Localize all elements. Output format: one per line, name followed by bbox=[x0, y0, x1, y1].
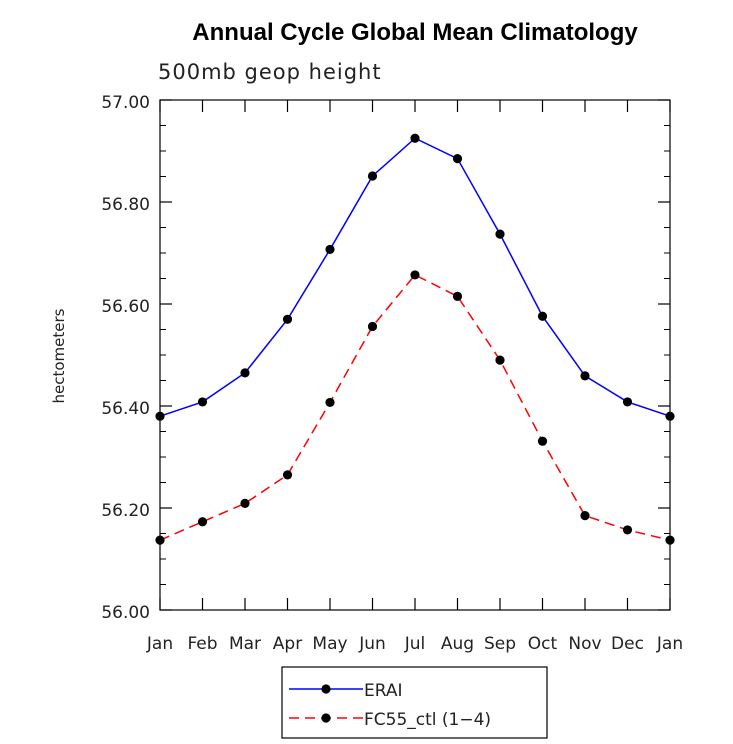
data-point bbox=[367, 171, 378, 181]
x-tick-label: Jun bbox=[358, 634, 386, 654]
data-point bbox=[410, 133, 420, 143]
x-tick-label: Aug bbox=[441, 634, 474, 654]
y-tick-label: 56.80 bbox=[101, 195, 150, 215]
legend-marker bbox=[321, 684, 331, 694]
x-tick-label: Jan bbox=[656, 634, 683, 654]
data-point bbox=[240, 498, 250, 509]
y-axis-label: hectometers bbox=[50, 308, 68, 403]
legend-label: ERAI bbox=[364, 681, 403, 701]
data-point bbox=[282, 314, 293, 324]
data-point bbox=[410, 270, 420, 280]
data-point bbox=[495, 229, 505, 239]
legend-label: FC55_ctl (1−4) bbox=[364, 710, 491, 730]
data-point bbox=[240, 368, 250, 378]
data-point bbox=[155, 411, 165, 421]
axis-ticks bbox=[159, 99, 671, 611]
y-tick-label: 56.20 bbox=[101, 501, 150, 521]
plot-frame bbox=[159, 99, 671, 611]
legend: ERAI FC55_ctl (1−4) bbox=[281, 666, 548, 739]
x-tick-label: Dec bbox=[611, 634, 644, 654]
x-tick-label: Jan bbox=[146, 634, 173, 654]
data-point bbox=[325, 397, 335, 408]
series-layer bbox=[155, 133, 675, 545]
data-point bbox=[537, 436, 548, 446]
x-tick-label: Jul bbox=[404, 634, 426, 654]
y-tick-label: 56.00 bbox=[101, 603, 150, 623]
y-tick-labels: 56.00 56.20 56.40 56.60 56.80 57.00 bbox=[101, 93, 150, 623]
x-tick-label: Oct bbox=[528, 634, 558, 654]
data-point bbox=[622, 525, 633, 535]
chart-subtitle: 500mb geop height bbox=[158, 60, 382, 84]
data-point bbox=[367, 321, 378, 332]
data-point bbox=[580, 371, 590, 381]
data-point bbox=[495, 355, 505, 365]
data-point bbox=[325, 244, 335, 255]
x-tick-label: Apr bbox=[273, 634, 302, 654]
x-tick-label: Sep bbox=[484, 634, 516, 654]
x-tick-label: Feb bbox=[187, 634, 217, 654]
data-point bbox=[155, 535, 165, 545]
legend-marker bbox=[321, 713, 331, 723]
legend-box bbox=[281, 666, 548, 739]
y-tick-label: 57.00 bbox=[101, 93, 150, 113]
data-point bbox=[622, 397, 633, 407]
data-point bbox=[665, 411, 675, 421]
x-tick-labels: Jan Feb Mar Apr May Jun Jul Aug Sep Oct Nov Dec Jan bbox=[146, 634, 683, 654]
data-point bbox=[580, 511, 590, 521]
x-tick-label: Mar bbox=[229, 634, 261, 654]
series-1 bbox=[155, 270, 675, 545]
data-point bbox=[665, 535, 675, 545]
data-point bbox=[282, 470, 293, 480]
x-tick-label: Nov bbox=[568, 634, 601, 654]
data-point bbox=[197, 517, 208, 527]
y-tick-label: 56.60 bbox=[101, 297, 150, 317]
y-tick-label: 56.40 bbox=[101, 399, 150, 419]
data-point bbox=[197, 397, 208, 407]
data-point bbox=[452, 154, 463, 164]
data-point bbox=[452, 291, 463, 301]
x-tick-label: May bbox=[312, 634, 347, 654]
chart-title: Annual Cycle Global Mean Climatology bbox=[192, 19, 638, 46]
series-line bbox=[159, 273, 671, 541]
data-point bbox=[537, 311, 548, 321]
series-0 bbox=[155, 133, 675, 421]
